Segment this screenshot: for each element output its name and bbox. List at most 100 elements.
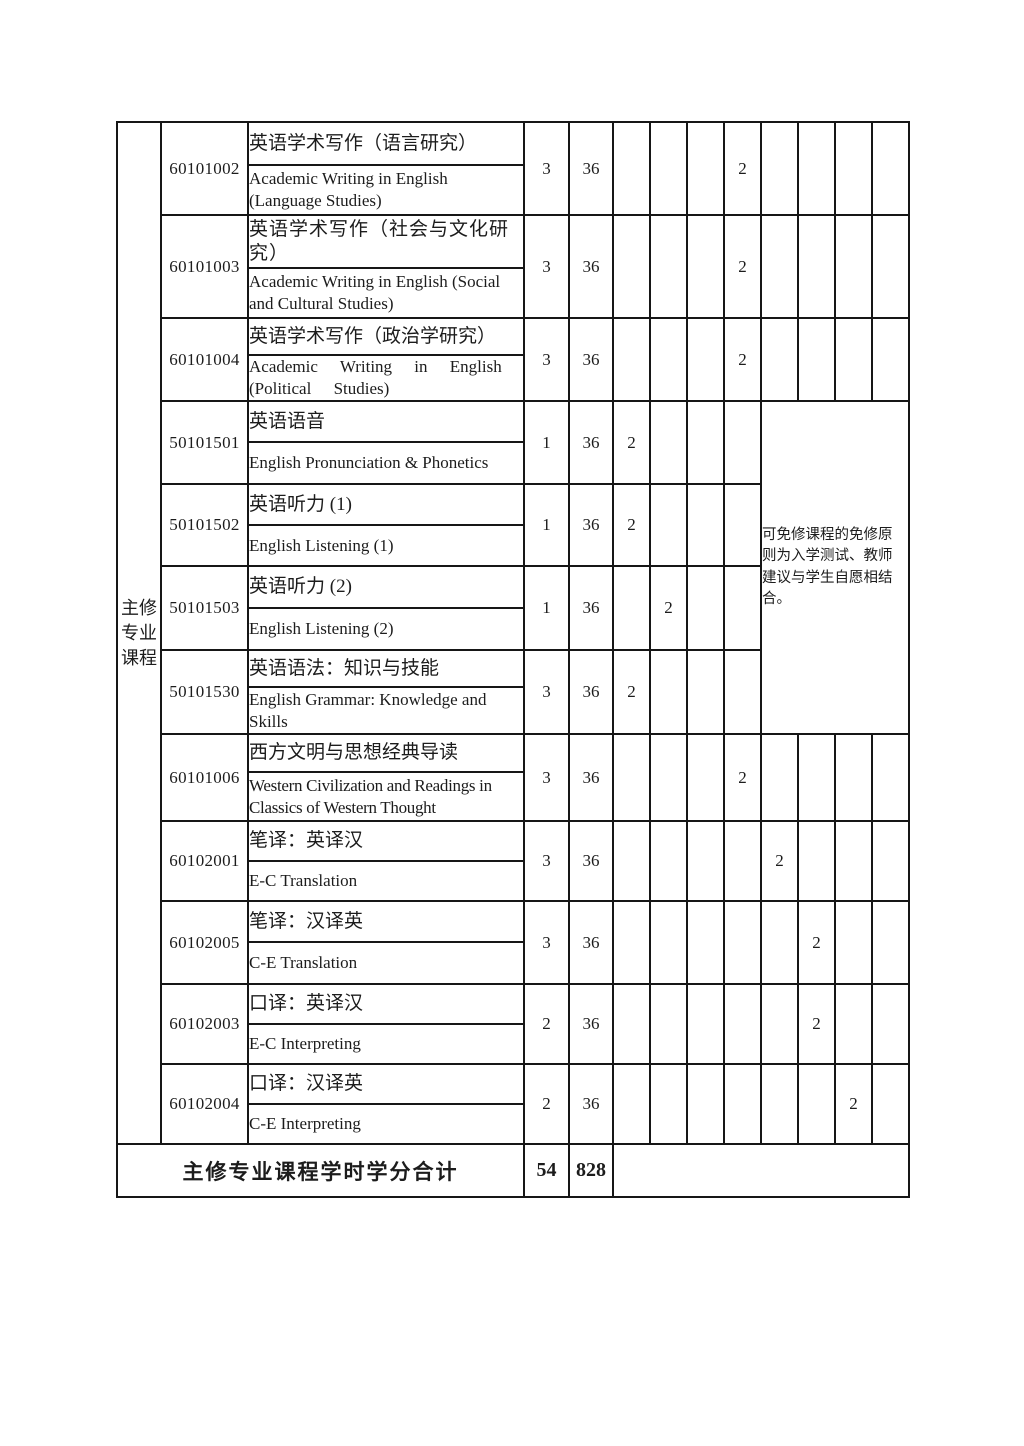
semester-cell: 2 [797,983,836,1065]
course-name-en: E-C Translation [247,860,525,902]
semester-cell: 2 [797,900,836,985]
semester-cell [797,214,836,319]
semester-cell: 2 [723,121,762,216]
semester-cell [871,317,910,402]
semester-cell [686,983,725,1065]
semester-cell [723,983,762,1065]
semester-cell [834,820,873,902]
semester-cell [612,820,651,902]
semester-cell [686,483,725,567]
semester-cell [871,1063,910,1145]
semester-cell [723,900,762,985]
semester-cell [686,900,725,985]
semester-cell [797,733,836,822]
semester-cell [649,900,688,985]
semester-cell [834,121,873,216]
course-code: 60102003 [160,983,249,1065]
semester-cell [686,649,725,735]
credits-cell: 3 [523,820,570,902]
hours-cell: 36 [568,983,614,1065]
semester-cell [723,1063,762,1145]
semester-cell [760,121,799,216]
semester-cell [760,1063,799,1145]
semester-cell [723,649,762,735]
semester-cell: 2 [723,214,762,319]
semester-cell [834,900,873,985]
course-name-en: English Pronunciation & Phonetics [247,441,525,485]
credits-cell: 1 [523,400,570,485]
course-name-cn: 西方文明与思想经典导读 [247,733,525,773]
semester-cell [686,820,725,902]
course-name-cn: 英语语法：知识与技能 [247,649,525,688]
semester-cell: 2 [723,317,762,402]
credits-cell: 3 [523,121,570,216]
semester-cell [649,733,688,822]
semester-cell [723,565,762,651]
course-name-en: Western Civilization and Readings in Cla… [247,771,525,822]
course-name-en: E-C Interpreting [247,1023,525,1065]
hours-cell: 36 [568,317,614,402]
course-name-cn: 笔译：英译汉 [247,820,525,862]
course-name-en: English Listening (1) [247,524,525,567]
semester-cell [871,733,910,822]
semester-cell [686,400,725,485]
semester-cell [612,565,651,651]
semester-cell: 2 [760,820,799,902]
course-code: 60101003 [160,214,249,319]
semester-cell [760,214,799,319]
semester-cell [760,317,799,402]
semester-cell [649,649,688,735]
semester-cell [612,1063,651,1145]
hours-cell: 36 [568,733,614,822]
semester-cell [760,983,799,1065]
hours-cell: 36 [568,400,614,485]
semester-cell [612,121,651,216]
semester-cell [649,317,688,402]
credits-cell: 2 [523,1063,570,1145]
semester-cell [723,400,762,485]
semester-cell [686,1063,725,1145]
course-name-cn: 英语听力 (2) [247,565,525,609]
course-name-cn: 口译：汉译英 [247,1063,525,1105]
semester-cell [797,1063,836,1145]
credits-cell: 2 [523,983,570,1065]
semester-cell [723,483,762,567]
semester-cell [612,983,651,1065]
credits-cell: 3 [523,317,570,402]
course-name-cn: 英语学术写作（政治学研究） [247,317,525,356]
semester-cell [649,1063,688,1145]
semester-cell [871,121,910,216]
semester-cell [834,317,873,402]
course-name-en: C-E Translation [247,941,525,985]
course-code: 50101502 [160,483,249,567]
hours-cell: 36 [568,214,614,319]
semester-cell: 2 [612,649,651,735]
semester-cell [871,214,910,319]
semester-cell [797,317,836,402]
course-name-en: English Grammar: Knowledge and Skills [247,686,525,735]
hours-cell: 36 [568,483,614,567]
semester-cell [686,317,725,402]
hours-cell: 36 [568,820,614,902]
semester-cell [686,214,725,319]
curriculum-table: 主修 专业 课程 60101002 英语学术写作（语言研究） 3 36 2 Ac… [116,121,910,1198]
credits-cell: 1 [523,483,570,567]
credits-cell: 3 [523,214,570,319]
credits-cell: 3 [523,733,570,822]
course-code: 50101530 [160,649,249,735]
course-name-cn: 英语学术写作（语言研究） [247,121,525,166]
semester-cell [649,983,688,1065]
course-name-en: English Listening (2) [247,607,525,651]
hours-cell: 36 [568,900,614,985]
semester-cell [797,121,836,216]
total-hours: 828 [568,1143,614,1198]
total-credits: 54 [523,1143,570,1198]
course-name-en: Academic Writing in English (Language St… [247,164,525,216]
semester-cell [723,820,762,902]
semester-cell: 2 [834,1063,873,1145]
course-code: 60102005 [160,900,249,985]
semester-cell [612,317,651,402]
semester-cell [612,733,651,822]
course-code: 60102001 [160,820,249,902]
credits-cell: 3 [523,649,570,735]
